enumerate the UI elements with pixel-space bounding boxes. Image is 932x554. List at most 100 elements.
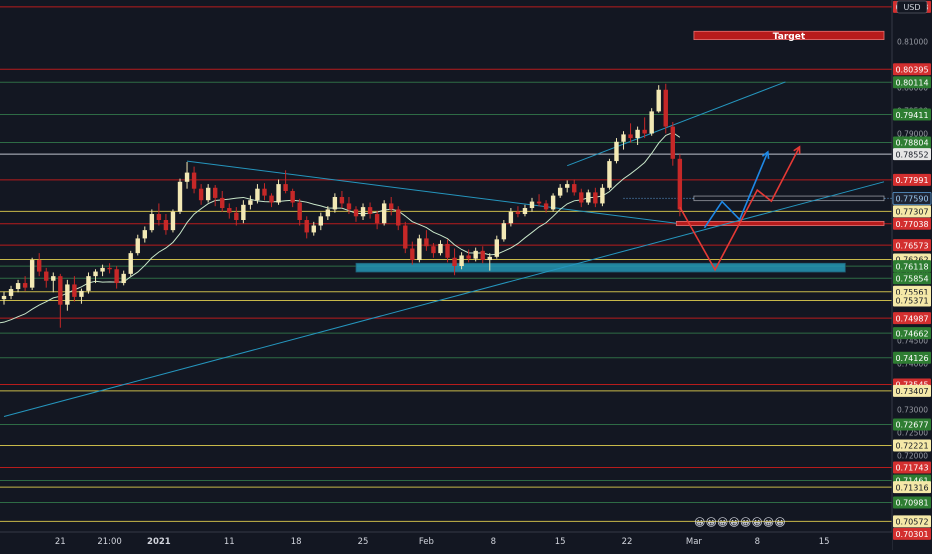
price-tick-label: 0.81000 — [897, 37, 928, 46]
red-projection[interactable] — [679, 146, 801, 272]
candle — [515, 206, 521, 218]
price-axis[interactable]: 0.810000.800000.795000.790000.785000.770… — [891, 0, 932, 550]
candle — [93, 269, 98, 284]
candle-body — [135, 238, 140, 254]
candle — [72, 276, 77, 302]
candle — [466, 249, 471, 263]
price-tag-0.70981: 0.70981 — [893, 496, 931, 509]
candle — [107, 263, 112, 274]
candle-body — [170, 211, 176, 231]
candle-body — [44, 271, 49, 281]
candle-body — [635, 129, 640, 139]
price-tag-text: 0.70981 — [895, 499, 928, 508]
candle — [403, 221, 408, 254]
candle — [431, 243, 436, 258]
candle — [156, 203, 162, 226]
candle — [410, 241, 415, 265]
candle-body — [79, 290, 84, 297]
candle-body — [8, 289, 14, 296]
price-tag-text: 0.74662 — [895, 329, 928, 338]
candle-body — [177, 181, 183, 212]
target-zone[interactable] — [693, 30, 885, 40]
price-tag-0.78804: 0.78804 — [893, 136, 931, 149]
candle-body — [649, 111, 654, 134]
price-tag-0.80114: 0.80114 — [893, 76, 931, 89]
time-axis[interactable]: 21 21:00 2021 11 18 25 Feb 8 15 22 Mar 8 15 — [0, 531, 892, 550]
candle — [29, 257, 35, 290]
rising-trendline[interactable] — [3, 181, 885, 418]
price-tag-bg — [893, 239, 931, 252]
price-tag-bg — [893, 351, 931, 364]
descending-trendline[interactable] — [186, 160, 677, 224]
candle-body — [550, 195, 556, 210]
price-tag-bg — [893, 439, 931, 452]
candle — [353, 206, 359, 222]
candle — [494, 235, 499, 259]
price-tag-bg — [893, 76, 931, 89]
candle — [255, 184, 260, 204]
emoji-strip[interactable]: 😀😀😀😀😀😀😀😀 — [694, 516, 786, 529]
price-tag-0.77038: 0.77038 — [893, 217, 931, 230]
candle-body — [522, 208, 528, 215]
candle-body — [128, 253, 133, 274]
candle — [311, 221, 316, 236]
time-tick-label: 2021 — [147, 537, 171, 547]
current-price-tag-bg — [892, 191, 932, 205]
candle — [417, 234, 422, 263]
price-tag-text: 0.74126 — [895, 354, 928, 363]
candle — [318, 212, 323, 231]
candle — [614, 138, 619, 164]
price-tag-0.71743: 0.71743 — [893, 461, 931, 474]
candle-body — [325, 209, 331, 217]
candle — [452, 248, 457, 276]
candle-body — [283, 184, 288, 192]
candle — [543, 200, 549, 213]
candle-body — [269, 195, 274, 203]
resistance-zone[interactable] — [675, 220, 885, 226]
candle-body — [107, 267, 112, 270]
blue-projection[interactable] — [703, 151, 769, 229]
price-tag-text: 0.72221 — [895, 442, 928, 451]
price-tag-text: 0.75371 — [895, 297, 928, 306]
candle-body — [656, 89, 661, 112]
price-tag-bg — [893, 461, 931, 474]
price-tag-0.78552: 0.78552 — [893, 148, 931, 161]
candle — [536, 194, 542, 207]
candle-body — [452, 257, 457, 267]
candle — [656, 85, 661, 113]
upper-channel-line[interactable] — [567, 81, 786, 167]
time-tick-label: 21 — [55, 537, 66, 547]
price-tag-bg — [893, 205, 931, 218]
candle — [642, 117, 647, 139]
candle — [529, 197, 535, 212]
candle — [501, 220, 507, 242]
time-tick-label: 8 — [755, 537, 760, 547]
candle — [100, 264, 105, 277]
candle-body — [65, 284, 70, 305]
candle-body — [304, 220, 309, 233]
candle — [262, 183, 267, 201]
candle — [184, 162, 190, 189]
candle-body — [670, 126, 675, 159]
candle-body — [353, 209, 359, 217]
currency-badge: USD — [896, 0, 928, 14]
candle-body — [213, 187, 218, 198]
candle — [480, 246, 485, 264]
price-tag-bg — [893, 148, 931, 161]
candles-layer — [1, 83, 683, 328]
candle-body — [424, 238, 429, 247]
price-tag-text: 0.76118 — [895, 262, 928, 271]
time-tick-label: 11 — [224, 537, 235, 547]
time-tick-label: 21:00 — [97, 537, 122, 547]
candle — [198, 184, 204, 205]
candle-body — [191, 172, 197, 189]
price-tag-0.76118: 0.76118 — [893, 260, 931, 273]
support-zone[interactable] — [355, 262, 846, 273]
price-tag-text: 0.78804 — [895, 139, 928, 148]
candle — [283, 170, 288, 194]
candle-body — [15, 283, 21, 290]
candle — [635, 126, 640, 145]
entry-zone[interactable] — [693, 195, 885, 202]
